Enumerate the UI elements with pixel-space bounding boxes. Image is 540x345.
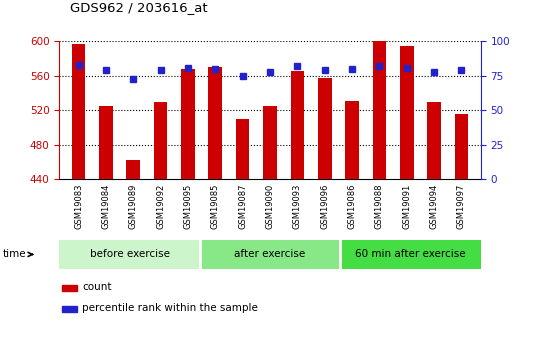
Text: before exercise: before exercise (90, 249, 170, 259)
Text: percentile rank within the sample: percentile rank within the sample (82, 303, 258, 313)
Text: time: time (3, 249, 32, 259)
Bar (154, 102, 167, 179)
Text: GSM19097: GSM19097 (457, 184, 466, 229)
Text: GSM19087: GSM19087 (238, 184, 247, 229)
Bar (208, 67, 222, 179)
Text: GSM19093: GSM19093 (293, 184, 302, 229)
Text: GSM19090: GSM19090 (266, 184, 274, 229)
Bar (62, 285, 77, 291)
Bar (373, 41, 386, 179)
Bar (72, 44, 85, 179)
Text: GSM19086: GSM19086 (348, 184, 356, 229)
Bar (318, 78, 332, 179)
Bar (455, 114, 468, 179)
Bar (236, 119, 249, 179)
Bar (200, 240, 340, 269)
Bar (263, 106, 277, 179)
Bar (427, 102, 441, 179)
Text: GSM19084: GSM19084 (102, 184, 110, 229)
Bar (59, 240, 200, 269)
Bar (291, 71, 304, 179)
Bar (99, 106, 113, 179)
Bar (62, 306, 77, 312)
Text: GSM19094: GSM19094 (430, 184, 438, 229)
Text: GDS962 / 203616_at: GDS962 / 203616_at (70, 1, 208, 14)
Text: GSM19088: GSM19088 (375, 184, 384, 229)
Bar (400, 46, 414, 179)
Text: GSM19089: GSM19089 (129, 184, 138, 229)
Text: GSM19092: GSM19092 (156, 184, 165, 229)
Text: GSM19095: GSM19095 (184, 184, 192, 229)
Text: GSM19096: GSM19096 (320, 184, 329, 229)
Text: GSM19091: GSM19091 (402, 184, 411, 229)
Bar (345, 101, 359, 179)
Bar (340, 240, 481, 269)
Text: GSM19083: GSM19083 (74, 184, 83, 229)
Text: 60 min after exercise: 60 min after exercise (355, 249, 465, 259)
Text: GSM19085: GSM19085 (211, 184, 220, 229)
Text: after exercise: after exercise (234, 249, 306, 259)
Bar (181, 69, 195, 179)
Bar (126, 159, 140, 179)
Text: count: count (82, 282, 112, 292)
